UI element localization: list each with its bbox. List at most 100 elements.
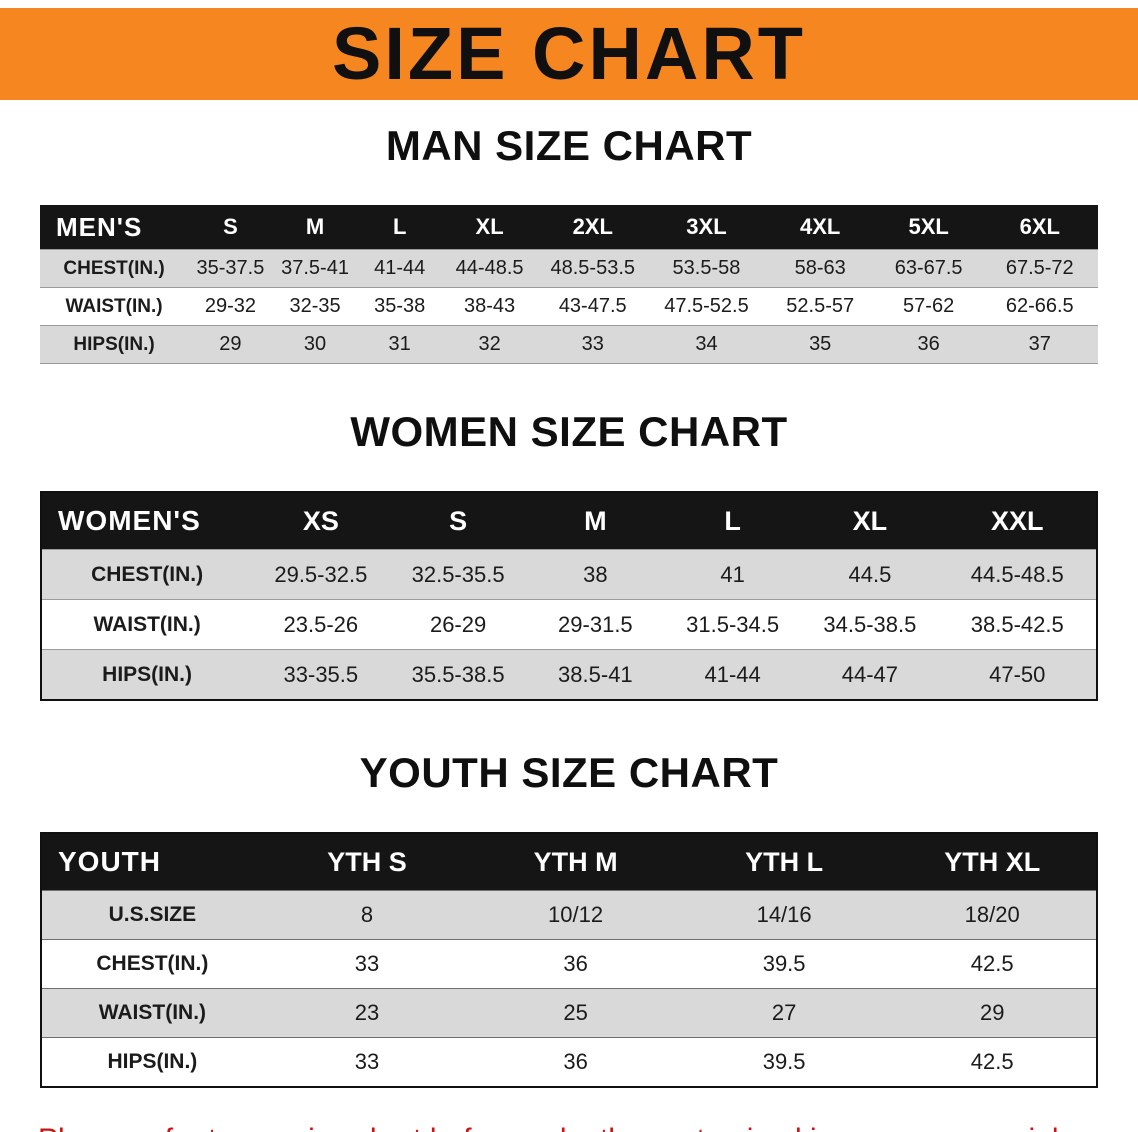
size-cell: 25 — [471, 988, 680, 1038]
table-row: WAIST(IN.) 23 25 27 29 — [41, 988, 1097, 1038]
size-cell: 33-35.5 — [252, 649, 390, 701]
row-label: WAIST(IN.) — [40, 287, 189, 327]
women-header-row: WOMEN'S XS S M L XL XXL — [41, 492, 1097, 550]
size-cell: 37 — [981, 325, 1098, 365]
table-row: WAIST(IN.) 23.5-26 26-29 29-31.5 31.5-34… — [41, 599, 1097, 650]
disclaimer: Please refer to our size chart before or… — [38, 1118, 1122, 1132]
women-table-corner-label: WOMEN'S — [41, 492, 253, 550]
table-row: U.S.SIZE 8 10/12 14/16 18/20 — [41, 890, 1097, 940]
row-label: HIPS(IN.) — [40, 325, 189, 365]
men-section: MAN SIZE CHART MEN'S S M L XL 2XL 3XL 4X… — [0, 122, 1138, 365]
row-label: U.S.SIZE — [41, 890, 263, 940]
size-cell: 47-50 — [938, 649, 1097, 701]
size-cell: 62-66.5 — [981, 287, 1098, 327]
size-cell: 29-31.5 — [526, 599, 664, 650]
size-cell: 18/20 — [888, 890, 1097, 940]
size-cell: 47.5-52.5 — [648, 287, 765, 327]
youth-section-heading: YOUTH SIZE CHART — [359, 749, 779, 797]
column-header: YTH L — [679, 833, 889, 891]
column-header: 4XL — [764, 205, 876, 250]
column-header: 6XL — [981, 205, 1098, 250]
size-cell: 44-48.5 — [441, 249, 538, 289]
row-label: WAIST(IN.) — [41, 599, 253, 650]
column-header: XS — [252, 492, 390, 550]
youth-section: YOUTH SIZE CHART YOUTH YTH S YTH M YTH L… — [0, 749, 1138, 1089]
size-cell: 29-32 — [188, 287, 273, 327]
size-cell: 41 — [664, 549, 802, 600]
column-header: XXL — [938, 492, 1097, 550]
size-cell: 48.5-53.5 — [537, 249, 649, 289]
column-header: XL — [441, 205, 538, 250]
size-cell: 32 — [441, 325, 538, 365]
men-table-corner-label: MEN'S — [40, 205, 189, 250]
size-cell: 33 — [262, 939, 472, 989]
size-cell: 31.5-34.5 — [664, 599, 802, 650]
size-cell: 35-38 — [357, 287, 442, 327]
women-section-heading: WOMEN SIZE CHART — [350, 408, 788, 456]
size-cell: 58-63 — [764, 249, 876, 289]
size-cell: 44.5-48.5 — [938, 549, 1097, 600]
size-cell: 38.5-41 — [526, 649, 664, 701]
column-header: YTH M — [471, 833, 680, 891]
size-cell: 38 — [526, 549, 664, 600]
size-cell: 43-47.5 — [537, 287, 649, 327]
size-cell: 33 — [262, 1037, 472, 1088]
youth-header-row: YOUTH YTH S YTH M YTH L YTH XL — [41, 833, 1097, 891]
size-cell: 39.5 — [679, 1037, 889, 1088]
table-row: HIPS(IN.) 33-35.5 35.5-38.5 38.5-41 41-4… — [41, 649, 1097, 701]
size-cell: 23.5-26 — [252, 599, 390, 650]
men-header-row: MEN'S S M L XL 2XL 3XL 4XL 5XL 6XL — [40, 205, 1098, 250]
size-cell: 29 — [188, 325, 273, 365]
size-cell: 37.5-41 — [272, 249, 358, 289]
size-cell: 36 — [471, 939, 680, 989]
row-label: WAIST(IN.) — [41, 988, 263, 1038]
youth-table-corner-label: YOUTH — [41, 833, 263, 891]
size-cell: 35 — [764, 325, 876, 365]
disclaimer-line: Please refer to our size chart before or… — [38, 1118, 1122, 1132]
size-cell: 67.5-72 — [981, 249, 1098, 289]
size-cell: 41-44 — [664, 649, 802, 701]
size-cell: 53.5-58 — [648, 249, 765, 289]
size-cell: 33 — [537, 325, 649, 365]
column-header: S — [389, 492, 527, 550]
women-section: WOMEN SIZE CHART WOMEN'S XS S M L XL XXL — [0, 408, 1138, 702]
size-cell: 63-67.5 — [875, 249, 982, 289]
column-header: M — [272, 205, 358, 250]
column-header: 3XL — [648, 205, 765, 250]
size-cell: 38-43 — [441, 287, 538, 327]
size-cell: 36 — [875, 325, 982, 365]
size-cell: 42.5 — [888, 1037, 1097, 1088]
size-cell: 36 — [471, 1037, 680, 1088]
size-cell: 29.5-32.5 — [252, 549, 390, 600]
size-cell: 27 — [679, 988, 889, 1038]
size-cell: 44.5 — [801, 549, 939, 600]
size-cell: 23 — [262, 988, 472, 1038]
size-cell: 35-37.5 — [188, 249, 273, 289]
size-cell: 57-62 — [875, 287, 982, 327]
size-cell: 32.5-35.5 — [389, 549, 527, 600]
men-size-table: MEN'S S M L XL 2XL 3XL 4XL 5XL 6XL CHEST… — [40, 205, 1098, 365]
column-header: YTH S — [262, 833, 472, 891]
row-label: CHEST(IN.) — [41, 549, 253, 600]
size-cell: 30 — [272, 325, 358, 365]
column-header: S — [188, 205, 273, 250]
column-header: YTH XL — [888, 833, 1097, 891]
column-header: L — [357, 205, 442, 250]
size-cell: 8 — [262, 890, 472, 940]
size-cell: 10/12 — [471, 890, 680, 940]
table-row: HIPS(IN.) 33 36 39.5 42.5 — [41, 1037, 1097, 1088]
row-label: HIPS(IN.) — [41, 1037, 263, 1088]
size-cell: 38.5-42.5 — [938, 599, 1097, 650]
column-header: L — [664, 492, 802, 550]
size-cell: 32-35 — [272, 287, 358, 327]
column-header: M — [526, 492, 664, 550]
table-row: CHEST(IN.) 33 36 39.5 42.5 — [41, 939, 1097, 989]
women-size-table: WOMEN'S XS S M L XL XXL CHEST(IN.) 29.5-… — [40, 491, 1098, 702]
size-cell: 31 — [357, 325, 442, 365]
size-cell: 41-44 — [357, 249, 442, 289]
column-header: XL — [801, 492, 939, 550]
size-cell: 26-29 — [389, 599, 527, 650]
size-cell: 35.5-38.5 — [389, 649, 527, 701]
size-cell: 29 — [888, 988, 1097, 1038]
